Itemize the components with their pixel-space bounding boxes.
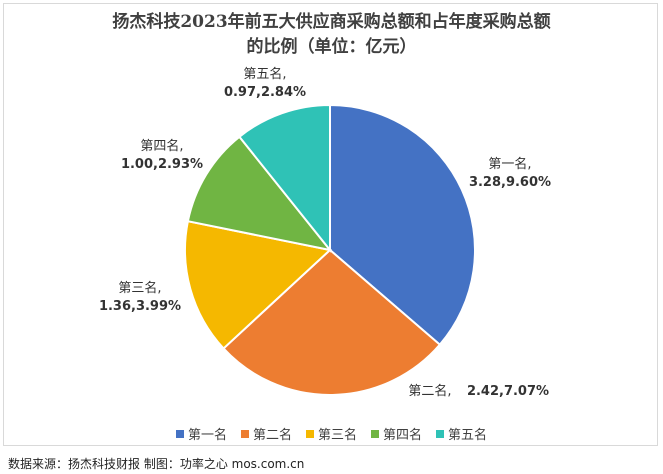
- source-footer: 数据来源：扬杰科技财报 制图：功率之心 mos.com.cn: [8, 457, 305, 471]
- legend-label-5: 第五名: [448, 428, 488, 443]
- legend-swatch-1: [175, 429, 184, 438]
- pie-slice-3[interactable]: [184, 220, 333, 350]
- pie-slice-2[interactable]: [222, 248, 442, 396]
- data-label-value-5: 0.97,2.84%: [224, 85, 306, 100]
- pie-slice-4[interactable]: [186, 135, 333, 252]
- chart-title-line2: 的比例（单位：亿元）: [246, 37, 417, 57]
- data-label-value-2: 2.42,7.07%: [467, 384, 549, 399]
- legend-item-2[interactable]: 第二名: [240, 424, 292, 443]
- pie-slice-1[interactable]: [329, 103, 476, 347]
- legend-item-4[interactable]: 第四名: [371, 424, 422, 443]
- data-label-name-3: 第三名,: [118, 280, 161, 296]
- legend-item-1[interactable]: 第一名: [175, 424, 227, 443]
- legend: 第一名 第二名 第三名 第四名 第五名: [0, 424, 663, 443]
- legend-label-2: 第二名: [252, 428, 292, 443]
- chart-title-line1: 扬杰科技2023年前五大供应商采购总额和占年度采购总额: [112, 12, 551, 32]
- data-label-name-2: 第二名,: [408, 383, 451, 399]
- data-label-name-5: 第五名,: [243, 66, 286, 82]
- legend-swatch-3: [305, 429, 314, 438]
- chart-title: 扬杰科技2023年前五大供应商采购总额和占年度采购总额 的比例（单位：亿元）: [0, 10, 663, 60]
- legend-label-4: 第四名: [383, 428, 423, 443]
- data-label-name-1: 第一名,: [488, 156, 531, 172]
- pie-slice-5[interactable]: [237, 103, 331, 253]
- data-label-value-1: 3.28,9.60%: [469, 175, 551, 190]
- legend-item-3[interactable]: 第三名: [305, 424, 357, 443]
- data-label-name-4: 第四名,: [140, 138, 183, 154]
- legend-label-3: 第三名: [317, 428, 357, 443]
- data-label-value-4: 1.00,2.93%: [121, 157, 203, 172]
- legend-swatch-5: [436, 429, 445, 438]
- legend-swatch-4: [371, 429, 379, 438]
- legend-item-5[interactable]: 第五名: [436, 424, 487, 443]
- data-label-value-3: 1.36,3.99%: [99, 299, 181, 314]
- legend-swatch-2: [240, 429, 249, 438]
- legend-label-1: 第一名: [187, 428, 227, 443]
